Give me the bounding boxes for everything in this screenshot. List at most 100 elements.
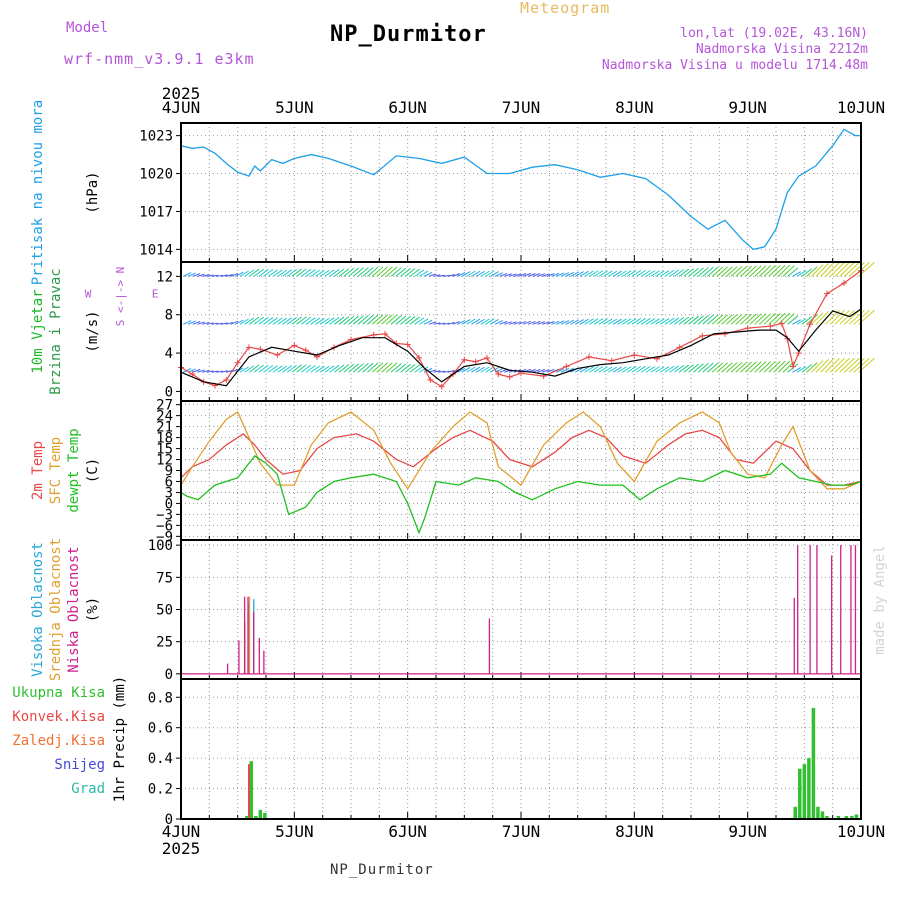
wind-barb xyxy=(740,361,752,373)
time-label-top: 9JUN xyxy=(728,98,767,117)
wind-barb xyxy=(305,364,316,373)
wind-barb xyxy=(763,313,776,325)
wind-barb xyxy=(560,272,570,277)
wind-barb xyxy=(792,367,801,373)
wind-barb xyxy=(489,271,499,277)
y-tick-label: 0 xyxy=(165,812,173,828)
wind-barb xyxy=(792,271,801,277)
wind-barb xyxy=(395,315,407,325)
wind-barb xyxy=(768,265,781,277)
wind-barb xyxy=(659,318,670,325)
wind-barb xyxy=(773,265,786,277)
y-axis-label: Visoka Oblacnost xyxy=(30,542,46,677)
wind-barb xyxy=(650,366,660,373)
wind-barb xyxy=(211,370,219,373)
wind-barb xyxy=(541,321,550,325)
wind-barb xyxy=(641,318,651,325)
wind-barb xyxy=(414,317,425,325)
speed-marker xyxy=(291,342,298,349)
speed-marker xyxy=(790,363,796,370)
wind-barb xyxy=(433,370,441,373)
wind-barb xyxy=(622,366,632,373)
wind-barb xyxy=(565,319,575,325)
precip-bar xyxy=(820,811,825,819)
wind-barb xyxy=(574,319,584,325)
y-tick-label: 0.4 xyxy=(148,751,173,767)
wind-barb xyxy=(839,357,855,373)
wind-barb xyxy=(206,322,214,325)
wind-barb xyxy=(773,312,786,325)
wind-barb xyxy=(707,362,719,373)
wind-barb xyxy=(409,316,420,325)
wind-barb xyxy=(376,266,388,277)
wind-barb xyxy=(329,364,340,373)
wind-barb xyxy=(541,369,550,373)
y-tick-label: 1014 xyxy=(139,242,173,258)
wind-barb xyxy=(796,270,807,277)
precip-bar xyxy=(811,707,816,819)
wind-barb xyxy=(301,364,312,373)
compass-east: E xyxy=(152,288,159,301)
wind-barb xyxy=(192,321,201,325)
wind-barb xyxy=(844,309,860,325)
wind-barb xyxy=(253,316,265,325)
wind-barb xyxy=(523,320,531,325)
wind-barb xyxy=(225,274,233,277)
wind-barb xyxy=(839,262,855,277)
wind-barb xyxy=(806,362,818,373)
wind-barb xyxy=(674,269,685,277)
wind-barb xyxy=(471,318,481,325)
y-tick-label: 4 xyxy=(165,346,173,362)
speed-marker xyxy=(767,323,774,330)
year-label-bottom: 2025 xyxy=(162,839,201,858)
speed-marker xyxy=(246,344,252,351)
wind-barb xyxy=(202,274,210,277)
wind-barb xyxy=(211,274,219,277)
series-line xyxy=(180,128,861,251)
y-tick-label: 15 xyxy=(156,442,173,458)
wind-barb xyxy=(310,317,321,325)
y-tick-label: −3 xyxy=(156,507,173,523)
wind-barb xyxy=(763,361,776,373)
wind-barb xyxy=(537,273,545,277)
wind-barb xyxy=(839,309,855,325)
wind-barb xyxy=(829,357,845,373)
wind-barb xyxy=(777,264,791,277)
wind-barb xyxy=(499,368,508,373)
wind-barb xyxy=(381,314,393,325)
wind-barb xyxy=(263,269,274,277)
wind-barb xyxy=(636,365,646,373)
wind-barb xyxy=(725,362,738,373)
wind-barb xyxy=(711,362,724,373)
wind-barb xyxy=(286,268,297,277)
wind-barb xyxy=(315,365,325,373)
series-line xyxy=(180,455,862,535)
wind-barb xyxy=(829,262,845,277)
y-tick-label: 8 xyxy=(165,308,173,324)
wind-barb xyxy=(296,364,307,373)
wind-barb xyxy=(438,370,445,373)
wind-barb xyxy=(409,364,420,373)
speed-marker xyxy=(416,354,422,361)
wind-barb xyxy=(725,266,738,277)
wind-barb xyxy=(730,266,743,277)
wind-barb xyxy=(381,266,393,277)
wind-barb xyxy=(319,269,330,277)
wind-barb xyxy=(815,263,829,277)
wind-barb xyxy=(749,265,762,277)
wind-barb xyxy=(787,315,799,325)
wind-barb xyxy=(815,310,829,325)
wind-barb xyxy=(466,270,476,277)
y-tick-label: 100 xyxy=(148,538,173,554)
wind-barb xyxy=(334,268,345,277)
wind-barb xyxy=(367,314,379,325)
speed-marker xyxy=(189,371,196,378)
wind-barb xyxy=(584,366,594,373)
wind-barb xyxy=(546,321,555,325)
wind-barb xyxy=(801,364,813,373)
wind-barb xyxy=(782,313,795,325)
wind-barb xyxy=(508,321,517,325)
speed-marker xyxy=(495,371,502,378)
wind-barb xyxy=(319,365,330,373)
y-axis-label: Brzina i Pravac xyxy=(48,268,64,394)
